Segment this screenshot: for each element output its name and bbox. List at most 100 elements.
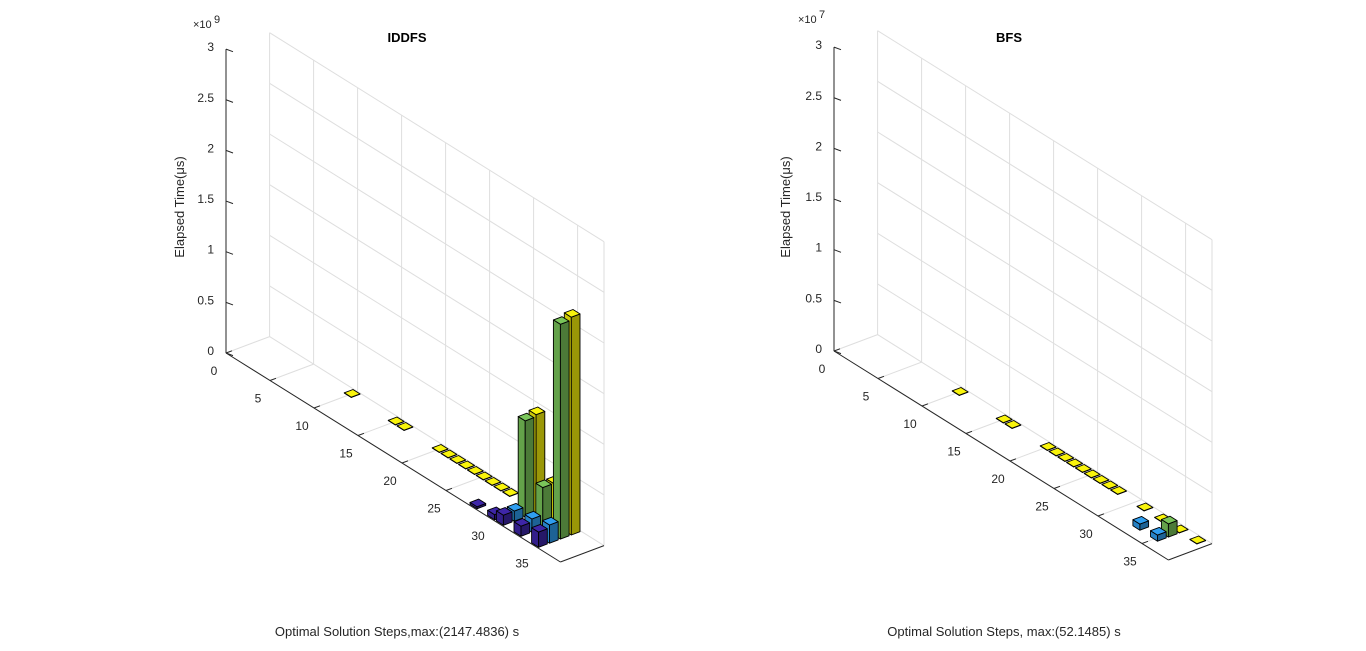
iddfs-x-tick-1 [269,377,277,381]
iddfs-x-tick-5 [445,487,453,491]
bfs-bar-18 [1189,535,1207,545]
iddfs-y-axis-line [560,545,605,563]
iddfs-x-tick-3 [357,432,365,436]
bfs-bar-5-top [1057,453,1075,462]
iddfs-bar-0 [343,389,361,398]
bfs-z-tick-6 [833,46,842,51]
bfs-bar-7-top [1075,464,1092,473]
iddfs-bar-9-top [484,477,502,486]
iddfs-bar-16-top [517,412,535,422]
iddfs-bar-20-top [535,479,552,489]
bfs-z-tick-label-6: 3 [815,38,822,52]
iddfs-bar-18 [513,518,531,537]
bfs-x-tick-6 [1097,513,1105,517]
iddfs-x-tick-0 [225,350,233,354]
iddfs-z-tick-6 [225,48,234,53]
iddfs-bar-25-top [563,309,581,318]
iddfs-bar-24-front [552,319,561,540]
iddfs-x-axis-line [225,352,561,563]
iddfs-grid-z-2 [269,234,605,445]
bfs-bar-8-top [1083,469,1101,479]
iddfs-x-tick-2 [313,405,321,409]
iddfs-grid [225,32,605,547]
bfs-bar-18-top [1189,535,1207,545]
iddfs-grid-z-6 [269,32,605,243]
iddfs-axes [225,48,605,563]
bfs-grid-z-2 [877,232,1213,443]
iddfs-bar-16-side [524,417,535,518]
bfs-x-tick-3 [965,430,973,434]
iddfs-bar-7 [467,466,484,475]
bfs-z-tick-1 [833,299,842,304]
iddfs-bar-0-top [343,389,361,398]
bfs-axes [833,46,1213,561]
bfs-bar-1-top [995,414,1013,424]
iddfs-bar-1 [387,416,405,426]
iddfs-z-tick-3 [225,200,234,205]
bfs-bars [951,387,1207,545]
bfs-z-tick-2 [833,249,842,253]
bfs-title: BFS [996,30,1022,45]
iddfs-bar-9 [484,477,502,486]
bfs-x-tick-4 [1009,458,1017,462]
bfs-x-tick-label-6: 30 [1079,527,1093,541]
bfs-x-axis-label: Optimal Solution Steps, max:(52.1485) s [887,624,1121,639]
iddfs-z-tick-label-0: 0 [207,344,214,358]
iddfs-grid-z-4 [269,133,605,344]
iddfs-x-tick-label-3: 15 [339,447,353,461]
bfs-z-tick-label-0: 0 [815,342,822,356]
iddfs-grid-z-5 [269,82,605,293]
bfs-x-tick-label-7: 35 [1123,555,1137,569]
iddfs-bar-4 [440,449,458,459]
iddfs-z-tick-label-2: 1 [207,243,214,257]
bfs-bar-13 [1132,515,1150,531]
iddfs-bar-12-top [469,498,487,508]
bfs-grid [833,30,1213,545]
bfs-grid-z-0 [877,334,1213,545]
bfs-z-tick-4 [833,147,842,152]
iddfs-bar-24 [552,316,570,540]
bfs-floor-grid-6 [1097,499,1142,517]
bfs-bar-11 [1110,486,1127,495]
iddfs-bar-12 [469,498,487,510]
iddfs-z-tick-5 [225,99,234,103]
iddfs-bar-5-top [449,455,467,464]
iddfs-floor-grid-0 [225,336,270,354]
bfs-x-tick-label-2: 10 [903,417,917,431]
iddfs-bar-16-front [517,416,526,518]
bfs-x-tick-label-3: 15 [947,445,961,459]
bfs-bar-9 [1092,475,1110,484]
bfs-z-tick-label-4: 2 [815,139,822,153]
iddfs-grid-z-1 [269,285,605,496]
iddfs-bar-6-top [458,460,475,470]
bfs-floor-grid-0 [833,334,878,352]
bfs-bar-6-top [1066,458,1083,468]
iddfs-z-tick-label-5: 2.5 [197,91,214,105]
iddfs-bar-10 [493,482,511,492]
bfs-floor-grid-1 [877,361,922,379]
iddfs-bar-18-top [513,518,531,527]
iddfs-x-tick-label-2: 10 [295,419,309,433]
iddfs-bars [343,309,581,548]
iddfs-bar-15-top [506,502,524,512]
iddfs-bar-7-top [467,466,484,475]
iddfs-bar-14 [495,507,513,526]
bfs-bar-12 [1136,502,1154,512]
iddfs-bar-25-side [570,313,581,536]
iddfs-y-axis-label: Elapsed Time(μs) [172,156,187,257]
iddfs-x-tick-label-7: 35 [515,557,529,571]
iddfs-x-tick-label-6: 30 [471,529,485,543]
bfs-bar-8 [1083,469,1101,479]
iddfs-z-tick-label-6: 3 [207,40,214,54]
bfs-y-axis-label: Elapsed Time(μs) [778,156,793,257]
bfs-bar-15 [1150,526,1167,542]
bfs-x-tick-2 [921,403,929,407]
iddfs-bar-24-side [559,320,570,540]
iddfs-bar-10-top [493,482,511,492]
bfs-bar-4-top [1048,447,1066,457]
bfs-bar-12-top [1136,502,1154,512]
bfs-x-tick-label-0: 0 [819,362,826,376]
